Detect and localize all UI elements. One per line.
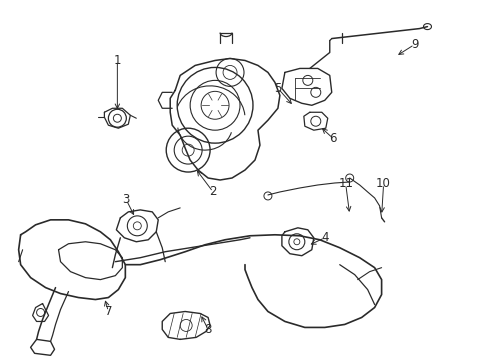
Text: 2: 2 (209, 185, 216, 198)
Text: 6: 6 (328, 132, 336, 145)
Text: 7: 7 (104, 305, 112, 318)
Text: 1: 1 (113, 54, 121, 67)
Text: 8: 8 (204, 323, 211, 336)
Text: 9: 9 (410, 38, 417, 51)
Text: 4: 4 (320, 231, 328, 244)
Text: 3: 3 (122, 193, 130, 206)
Text: 11: 11 (338, 177, 352, 190)
Text: 10: 10 (375, 177, 390, 190)
Text: 5: 5 (274, 82, 281, 95)
